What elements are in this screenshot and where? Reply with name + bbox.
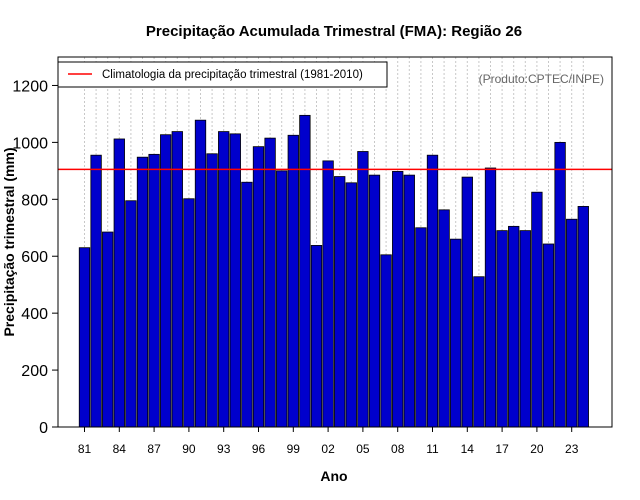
x-tick-label-02: 02 bbox=[321, 442, 335, 456]
bar-17 bbox=[496, 230, 508, 428]
x-tick-label-17: 17 bbox=[495, 442, 509, 456]
bar-85 bbox=[125, 200, 137, 428]
x-tick-label-14: 14 bbox=[461, 442, 475, 456]
legend-box bbox=[57, 61, 388, 88]
bar-84 bbox=[113, 138, 125, 428]
bar-81 bbox=[78, 247, 91, 428]
plot-frame bbox=[57, 56, 613, 428]
bar-91 bbox=[194, 119, 207, 428]
bar-24 bbox=[577, 206, 589, 428]
bar-04 bbox=[345, 182, 357, 428]
bar-01 bbox=[310, 245, 323, 428]
bar-87 bbox=[148, 153, 160, 428]
x-tick-label-23: 23 bbox=[565, 442, 579, 456]
x-tick-label-99: 99 bbox=[287, 442, 301, 456]
x-tick-label-87: 87 bbox=[147, 442, 161, 456]
bar-series bbox=[78, 114, 589, 428]
y-tick-label-400: 400 bbox=[21, 306, 48, 323]
x-tick-label-11: 11 bbox=[426, 442, 439, 456]
bar-21 bbox=[542, 243, 555, 428]
bar-10 bbox=[415, 227, 427, 428]
legend-label: Climatologia da precipitação trimestral … bbox=[102, 69, 363, 81]
x-tick-label-20: 20 bbox=[530, 442, 544, 456]
y-tick-label-200: 200 bbox=[21, 363, 48, 380]
y-tick-label-0: 0 bbox=[39, 420, 48, 437]
x-tick-label-05: 05 bbox=[356, 442, 370, 456]
bar-88 bbox=[160, 134, 172, 428]
bar-23 bbox=[566, 218, 578, 428]
bar-13 bbox=[450, 238, 462, 428]
bar-18 bbox=[508, 225, 520, 428]
bar-14 bbox=[461, 176, 473, 428]
x-tick-label-90: 90 bbox=[182, 442, 196, 456]
y-tick-label-1000: 1000 bbox=[12, 135, 48, 152]
y-axis: 0 200 400 600 800 1000 1200 bbox=[12, 78, 58, 437]
x-axis: 81 84 87 90 93 96 99 02 05 08 11 14 17 20 23 bbox=[78, 427, 579, 456]
bar-19 bbox=[519, 230, 531, 428]
y-tick-label-800: 800 bbox=[21, 192, 48, 209]
bar-16 bbox=[484, 167, 497, 428]
bar-83 bbox=[102, 231, 114, 428]
bar-95 bbox=[241, 181, 253, 428]
bar-06 bbox=[368, 174, 381, 428]
bar-97 bbox=[264, 137, 276, 428]
bar-00 bbox=[299, 114, 311, 428]
y-tick-label-600: 600 bbox=[21, 249, 48, 266]
bar-86 bbox=[136, 156, 149, 428]
bar-92 bbox=[206, 153, 218, 428]
y-tick-label-1200: 1200 bbox=[12, 78, 48, 95]
x-tick-label-08: 08 bbox=[391, 442, 405, 456]
bar-09 bbox=[403, 174, 415, 428]
bar-02 bbox=[322, 160, 334, 428]
bar-05 bbox=[357, 151, 369, 428]
source-annotation: (Produto:CPTEC/INPE) bbox=[479, 72, 604, 86]
bar-22 bbox=[554, 141, 566, 428]
bar-15 bbox=[473, 276, 485, 428]
bar-98 bbox=[276, 170, 288, 428]
bar-89 bbox=[171, 131, 183, 428]
bar-82 bbox=[90, 154, 102, 428]
bar-11 bbox=[426, 154, 439, 428]
legend: Climatologia da precipitação trimestral … bbox=[57, 61, 388, 88]
bar-12 bbox=[438, 209, 450, 428]
bar-99 bbox=[287, 134, 299, 428]
x-tick-label-96: 96 bbox=[252, 442, 266, 456]
x-tick-label-93: 93 bbox=[217, 442, 231, 456]
y-axis-label: Precipitação trimestral (mm) bbox=[1, 147, 17, 336]
x-axis-label: Ano bbox=[320, 468, 347, 484]
bar-93 bbox=[218, 131, 230, 428]
x-tick-label-81: 81 bbox=[78, 442, 92, 456]
bar-94 bbox=[229, 133, 241, 428]
bar-08 bbox=[392, 171, 404, 428]
chart-title: Precipitação Acumulada Trimestral (FMA):… bbox=[146, 23, 522, 40]
bar-96 bbox=[252, 146, 265, 428]
bar-90 bbox=[183, 198, 195, 428]
bar-20 bbox=[531, 191, 543, 428]
bar-07 bbox=[380, 254, 392, 428]
x-tick-label-84: 84 bbox=[113, 442, 127, 456]
bar-03 bbox=[334, 176, 346, 428]
